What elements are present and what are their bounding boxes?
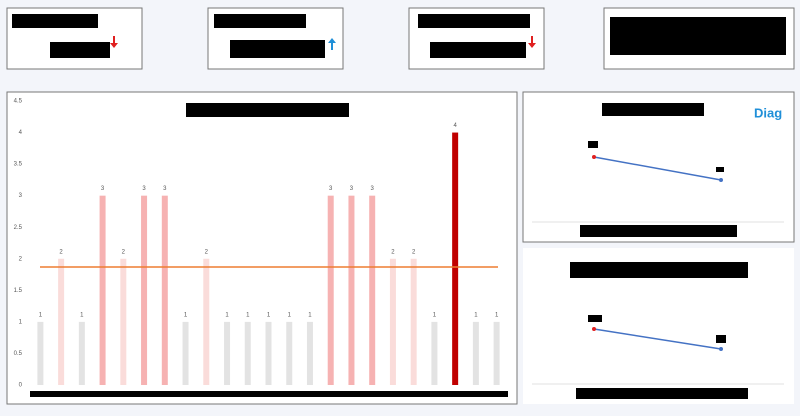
y-tick-label: 4 xyxy=(19,130,23,136)
data-label: 3 xyxy=(163,186,167,192)
redacted xyxy=(418,14,530,28)
bar xyxy=(78,321,85,385)
redacted-axis xyxy=(30,391,508,397)
data-label: 1 xyxy=(308,312,312,318)
point xyxy=(719,178,723,182)
data-label: 1 xyxy=(433,312,437,318)
data-label: 2 xyxy=(122,249,126,255)
bar xyxy=(37,321,44,385)
bar xyxy=(452,132,459,385)
bar xyxy=(120,258,127,385)
logo: Diag xyxy=(754,105,782,120)
y-tick-label: 3 xyxy=(19,193,23,199)
redacted xyxy=(214,14,306,28)
data-label: 2 xyxy=(391,249,395,255)
redacted xyxy=(12,14,98,28)
kpi-cards xyxy=(6,7,795,70)
point xyxy=(719,347,723,351)
bar xyxy=(99,195,106,385)
down-arrow xyxy=(528,36,536,48)
redacted xyxy=(230,40,325,58)
up-arrow xyxy=(328,38,336,50)
bar xyxy=(203,258,210,385)
trend-panel xyxy=(522,91,795,243)
down-arrow xyxy=(110,36,118,48)
bar xyxy=(327,195,334,385)
bar xyxy=(348,195,355,385)
bar xyxy=(306,321,313,385)
bar xyxy=(369,195,376,385)
y-tick-label: 1.5 xyxy=(14,288,23,294)
data-label: 1 xyxy=(39,312,43,318)
bar xyxy=(431,321,438,385)
redacted xyxy=(50,42,110,58)
redacted xyxy=(610,17,786,55)
bar xyxy=(244,321,251,385)
data-label: 1 xyxy=(474,312,478,318)
data-label: 3 xyxy=(371,186,375,192)
redacted xyxy=(430,42,526,58)
bar xyxy=(410,258,417,385)
data-label: 4 xyxy=(453,123,457,129)
redacted xyxy=(716,167,724,172)
redacted xyxy=(576,388,748,399)
data-label: 1 xyxy=(267,312,271,318)
trend-line xyxy=(593,328,722,350)
data-label: 2 xyxy=(59,249,63,255)
redacted-title xyxy=(602,103,704,116)
bar xyxy=(389,258,396,385)
data-label: 2 xyxy=(205,249,209,255)
y-tick-label: 0.5 xyxy=(14,351,23,357)
bar xyxy=(182,321,189,385)
redacted xyxy=(716,335,726,343)
bar xyxy=(161,195,168,385)
y-tick-label: 2.5 xyxy=(14,225,23,231)
data-label: 1 xyxy=(225,312,229,318)
y-tick-label: 1 xyxy=(19,319,23,325)
data-label: 1 xyxy=(246,312,250,318)
y-tick-label: 3.5 xyxy=(14,162,23,168)
point xyxy=(592,155,596,159)
data-label: 1 xyxy=(495,312,499,318)
bar xyxy=(141,195,148,385)
redacted-title xyxy=(186,103,349,117)
plot: 0 0.5 1 1.5 2 2.5 3 3.5 4 4.5 1 2 1 3 2 3 3 1 2 1 1 1 1 1 3 3 3 2 2 1… xyxy=(14,99,500,389)
bar xyxy=(472,321,479,385)
bar xyxy=(493,321,500,385)
data-label: 2 xyxy=(412,249,416,255)
trend-line xyxy=(593,156,722,181)
y-tick-label: 0 xyxy=(19,383,23,389)
y-tick-label: 4.5 xyxy=(14,99,23,105)
bar xyxy=(265,321,272,385)
data-label: 1 xyxy=(288,312,292,318)
data-label: 3 xyxy=(142,186,146,192)
data-label: 3 xyxy=(350,186,354,192)
redacted xyxy=(588,141,598,148)
bar xyxy=(58,258,65,385)
redacted xyxy=(580,225,737,237)
data-label: 3 xyxy=(101,186,105,192)
data-label: 1 xyxy=(80,312,84,318)
data-label: 1 xyxy=(184,312,188,318)
bar xyxy=(286,321,293,385)
redacted-title xyxy=(570,262,748,278)
bar xyxy=(224,321,231,385)
data-label: 3 xyxy=(329,186,333,192)
y-tick-label: 2 xyxy=(19,256,23,262)
redacted xyxy=(588,315,602,322)
point xyxy=(592,327,596,331)
